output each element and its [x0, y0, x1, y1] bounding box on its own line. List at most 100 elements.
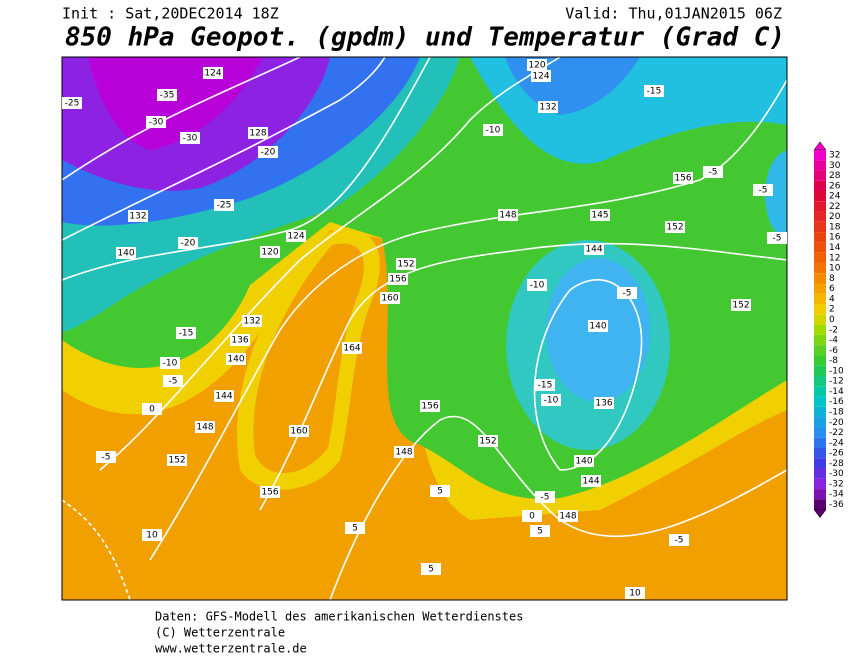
contour-label-bg — [665, 221, 685, 233]
contour-label-bg — [394, 446, 414, 458]
contour-label: 5 — [530, 525, 550, 537]
contour-label-text: -5 — [169, 377, 178, 387]
contour-label: 152 — [396, 258, 416, 270]
colorbar-swatch — [814, 386, 826, 397]
contour-label-text: 0 — [529, 512, 535, 522]
contour-label-text: 132 — [539, 103, 556, 113]
contour-label-text: 160 — [290, 427, 307, 437]
contour-label: -5 — [617, 287, 637, 299]
contour-label-bg — [128, 210, 148, 222]
colorbar-swatch — [814, 406, 826, 418]
contour-label-bg — [388, 273, 408, 285]
map — [61, 56, 788, 601]
colorbar-label: -18 — [829, 408, 844, 418]
colorbar-label: 20 — [829, 212, 841, 222]
contour-label-bg — [669, 534, 689, 546]
contour-label-bg — [178, 237, 198, 249]
contour-label: -10 — [483, 124, 503, 136]
contour-label-text: 145 — [591, 211, 608, 221]
contour-label: 132 — [538, 101, 558, 113]
contour-label: -5 — [767, 232, 787, 244]
contour-label: 164 — [342, 342, 362, 354]
colorbar-swatch — [814, 376, 826, 387]
colorbar-swatch — [814, 304, 826, 315]
colorbar-label: -32 — [829, 479, 844, 489]
contour-label: -15 — [176, 327, 196, 339]
colorbar-swatch — [814, 499, 826, 510]
contour-label: 152 — [731, 299, 751, 311]
contour-label: 120 — [260, 246, 280, 258]
contour-label-bg — [157, 89, 177, 101]
temp-field — [88, 57, 262, 150]
init-time: Init : Sat,20DEC2014 18Z — [62, 5, 279, 23]
colorbar-swatch — [814, 221, 826, 233]
contour-label-text: -20 — [181, 239, 196, 249]
isohypse — [329, 415, 787, 600]
contour-label: 156 — [260, 486, 280, 498]
colorbar-label: -26 — [829, 449, 844, 459]
colorbar-label: 8 — [829, 274, 835, 284]
contour-label: -10 — [541, 394, 561, 406]
colorbar-label: 2 — [829, 305, 835, 315]
contour-label-text: -30 — [183, 134, 198, 144]
contour-label: 156 — [420, 400, 440, 412]
colorbar-label: -36 — [829, 500, 844, 510]
colorbar-label: 14 — [829, 243, 841, 253]
contour-label-text: 156 — [421, 402, 438, 412]
contour-label: 140 — [574, 455, 594, 467]
colorbar-label: 28 — [829, 171, 841, 181]
contour-label: 144 — [581, 475, 601, 487]
colorbar-label: -8 — [829, 356, 838, 366]
colorbar-swatch — [814, 170, 826, 181]
contour-label-text: 144 — [582, 477, 599, 487]
contour-label-text: -5 — [102, 453, 111, 463]
contour-label-bg — [584, 243, 604, 255]
colorbar-swatch — [814, 417, 826, 428]
contour-label: -5 — [703, 166, 723, 178]
contour-label: -25 — [214, 199, 234, 211]
contour-label: 156 — [388, 273, 408, 285]
contour-label: -30 — [180, 132, 200, 144]
contour-label-bg — [142, 403, 162, 415]
contour-label: 145 — [590, 209, 610, 221]
contour-label: 140 — [226, 353, 246, 365]
contour-label: -10 — [160, 357, 180, 369]
contour-label-text: 160 — [381, 294, 398, 304]
contour-label-bg — [617, 287, 637, 299]
colorbar-swatch — [814, 314, 826, 325]
contour-label-bg — [421, 563, 441, 575]
footer-source: Daten: GFS-Modell des amerikanischen Wet… — [155, 610, 523, 624]
temp-field — [765, 150, 787, 240]
contour-label-text: -15 — [538, 381, 553, 391]
colorbar-swatch — [814, 447, 826, 459]
colorbar-swatch — [814, 262, 826, 274]
contour-label-text: 148 — [559, 512, 576, 522]
colorbar-swatch — [814, 190, 826, 202]
contour-label-bg — [767, 232, 787, 244]
contour-label-text: 144 — [585, 245, 602, 255]
contour-label: -10 — [527, 279, 547, 291]
contour-label-bg — [531, 70, 551, 82]
contour-label: 136 — [230, 334, 250, 346]
contour-label-bg — [625, 587, 645, 599]
contour-label-text: 140 — [117, 249, 134, 259]
footer-url: www.wetterzentrale.de — [155, 642, 307, 656]
contour-label: 0 — [522, 510, 542, 522]
contour-label-bg — [260, 486, 280, 498]
contour-label: 152 — [167, 454, 187, 466]
colorbar-label: 26 — [829, 181, 841, 191]
contour-label: 132 — [242, 315, 262, 327]
colorbar-swatch — [814, 427, 826, 438]
colorbar-swatch — [814, 355, 826, 366]
isohypse — [62, 57, 301, 181]
contour-label-bg — [214, 199, 234, 211]
contour-label: 0 — [142, 403, 162, 415]
contour-label-bg — [581, 475, 601, 487]
contour-label: 160 — [289, 425, 309, 437]
contour-label-bg — [527, 279, 547, 291]
contour-label-text: 156 — [674, 174, 691, 184]
contour-label-text: 132 — [129, 212, 146, 222]
contour-label-text: -15 — [647, 87, 662, 97]
contour-label-text: -35 — [160, 91, 175, 101]
